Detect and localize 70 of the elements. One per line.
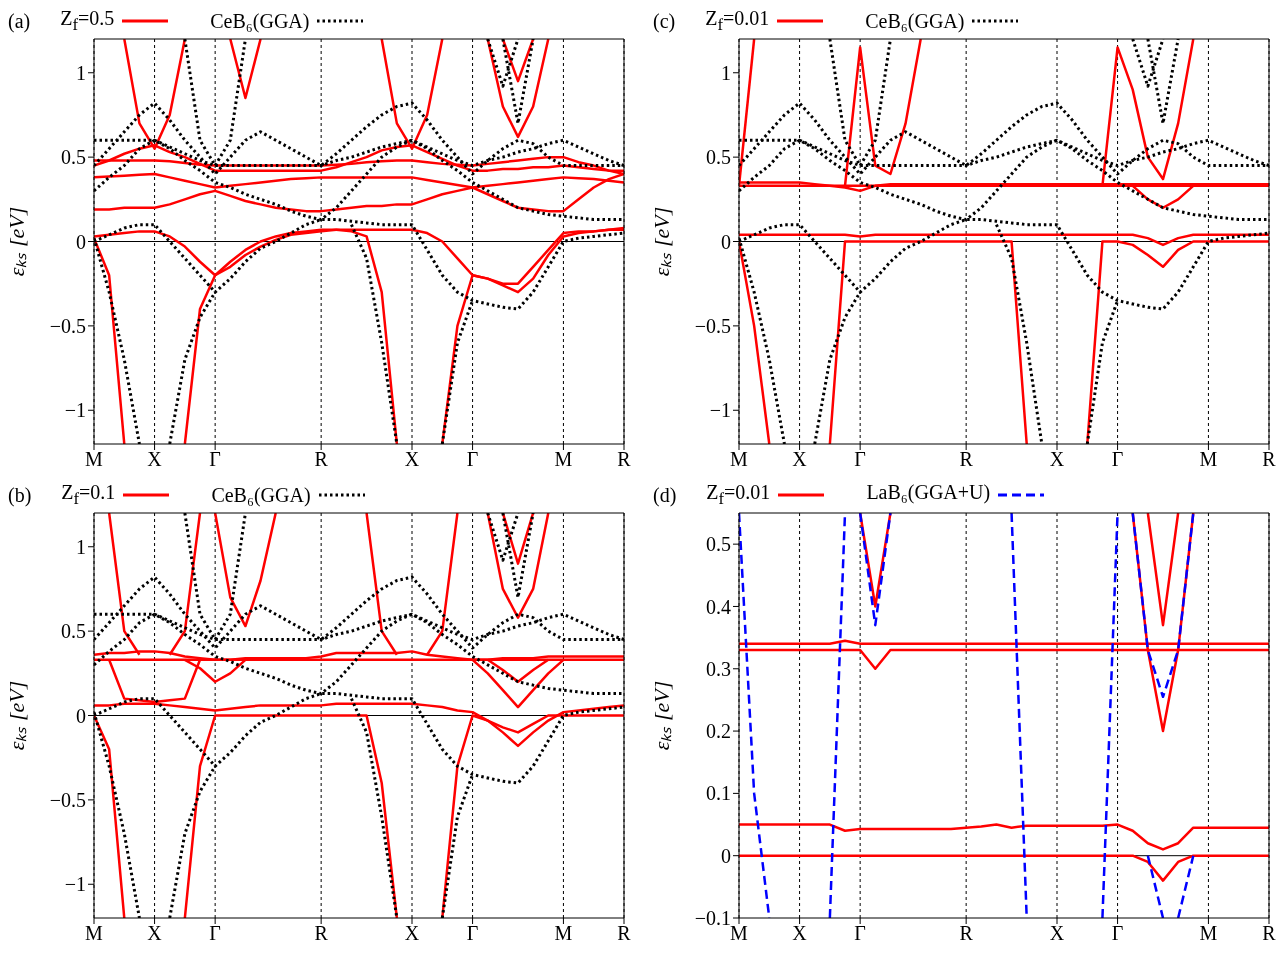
y-tick-label: −0.1: [694, 907, 731, 930]
x-tick-label: Γ: [1111, 922, 1124, 945]
x-tick-label: Γ: [466, 448, 479, 471]
y-tick-label: 0: [76, 704, 86, 727]
y-tick-label: 0: [721, 844, 731, 867]
x-tick-label: Γ: [209, 922, 221, 945]
legend-label: LaB₆(GGA+U): [866, 481, 991, 506]
chart-title: (c): [653, 9, 676, 33]
legend-label: Z$_{f}$=0.01: [706, 481, 771, 509]
y-tick-label: 0.3: [706, 657, 731, 680]
x-tick-label: M: [1199, 922, 1218, 945]
x-tick-label: Γ: [1111, 448, 1124, 471]
chart-title: (a): [8, 9, 31, 33]
x-tick-label: M: [85, 922, 104, 945]
x-tick-label: M: [554, 448, 573, 471]
y-axis-title: εₖₛ [eV]: [3, 206, 29, 277]
x-tick-label: M: [730, 922, 749, 945]
x-tick-label: M: [554, 922, 573, 945]
y-tick-label: 0: [721, 230, 731, 253]
y-tick-label: 0.5: [706, 146, 731, 169]
y-tick-label: 0.5: [61, 146, 86, 169]
legend-label: CeB₆(GGA): [210, 9, 310, 33]
x-tick-label: R: [314, 922, 329, 945]
x-tick-label: M: [85, 448, 104, 471]
legend-label: Z$_{f}$=0.01: [705, 7, 770, 35]
x-tick-label: X: [792, 922, 808, 945]
y-tick-label: 0.4: [706, 595, 731, 618]
x-tick-label: X: [404, 922, 420, 945]
x-tick-label: X: [792, 448, 808, 471]
y-tick-label: 0.5: [706, 533, 731, 556]
chart-title: (b): [8, 483, 32, 507]
x-tick-label: R: [617, 448, 632, 471]
y-tick-label: −0.5: [49, 788, 86, 811]
chart-title: (d): [653, 483, 677, 507]
y-tick-label: 1: [721, 61, 731, 84]
legend-label: Z$_{f}$=0.5: [60, 7, 115, 35]
y-axis-title: εₖₛ [eV]: [648, 206, 674, 277]
x-tick-label: Γ: [209, 448, 221, 471]
legend-label: CeB₆(GGA): [211, 483, 311, 507]
x-tick-label: X: [147, 448, 163, 471]
y-tick-label: −1: [64, 399, 86, 422]
x-tick-label: Γ: [466, 922, 479, 945]
legend-label: CeB₆(GGA): [865, 9, 965, 33]
x-tick-label: M: [1199, 448, 1218, 471]
x-tick-label: R: [959, 922, 974, 945]
y-tick-label: −0.5: [49, 314, 86, 337]
x-tick-label: X: [1049, 922, 1065, 945]
y-tick-label: 1: [76, 61, 86, 84]
x-tick-label: X: [404, 448, 420, 471]
y-tick-label: 0.5: [61, 620, 86, 643]
y-axis-title: εₖₛ [eV]: [3, 680, 29, 751]
x-tick-label: Γ: [854, 922, 866, 945]
y-tick-label: −0.5: [694, 314, 731, 337]
y-tick-label: 0: [76, 230, 86, 253]
x-tick-label: X: [1049, 448, 1065, 471]
x-tick-label: X: [147, 922, 163, 945]
x-tick-label: R: [1262, 448, 1277, 471]
x-tick-label: R: [1262, 922, 1277, 945]
y-tick-label: 1: [76, 535, 86, 558]
y-tick-label: −1: [64, 873, 86, 896]
x-tick-label: R: [617, 922, 632, 945]
x-tick-label: Γ: [854, 448, 866, 471]
y-tick-label: −1: [709, 399, 731, 422]
x-tick-label: R: [314, 448, 329, 471]
y-tick-label: 0.2: [706, 720, 731, 743]
legend-label: Z$_{f}$=0.1: [61, 481, 116, 509]
y-tick-label: 0.1: [706, 782, 731, 805]
x-tick-label: R: [959, 448, 974, 471]
y-axis-title: εₖₛ [eV]: [648, 680, 674, 751]
x-tick-label: M: [730, 448, 749, 471]
